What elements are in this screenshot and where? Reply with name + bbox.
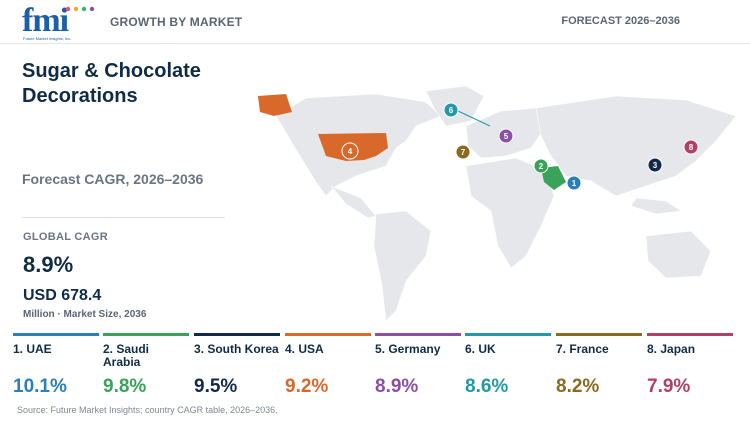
- card-accent-bar: [194, 333, 280, 336]
- country-card-uk[interactable]: 6. UK 8.6%: [465, 333, 551, 399]
- card-accent-bar: [647, 333, 733, 336]
- card-cagr-value: 9.5%: [194, 376, 238, 397]
- logo-subtext: Future Market Insights, Inc.: [23, 36, 72, 41]
- card-accent-bar: [375, 333, 461, 336]
- marker-france: 7: [455, 144, 471, 160]
- card-cagr-value: 10.1%: [13, 376, 67, 397]
- card-cagr-value: 9.2%: [285, 376, 329, 397]
- land-masses: [275, 86, 737, 322]
- logo-figures-icon: [65, 6, 95, 12]
- marker-germany: 5: [498, 128, 514, 144]
- marker-france-label: 7: [461, 148, 466, 157]
- header-bar: fmi Future Market Insights, Inc. GROWTH …: [0, 0, 750, 44]
- card-country-label: 5. Germany: [375, 342, 441, 356]
- marker-south-korea: 3: [647, 157, 663, 173]
- card-cagr-value: 7.9%: [647, 376, 691, 397]
- marker-saudi-arabia-label: 2: [539, 162, 544, 171]
- card-country-label: 2. Saudi Arabia: [103, 342, 150, 369]
- card-accent-bar: [13, 333, 99, 336]
- card-accent-bar: [465, 333, 551, 336]
- card-country-label: 4. USA: [285, 342, 324, 356]
- country-cards: 1. UAE 10.1% 2. Saudi Arabia 9.8% 3. Sou…: [13, 333, 750, 399]
- marker-uk-label: 6: [449, 106, 454, 115]
- country-card-france[interactable]: 7. France 8.2%: [556, 333, 642, 399]
- market-size-value: USD 678.4: [23, 287, 102, 304]
- card-country-label: 3. South Korea: [194, 342, 279, 356]
- card-country-label: 8. Japan: [647, 342, 696, 356]
- country-card-japan[interactable]: 8. Japan 7.9%: [647, 333, 733, 399]
- marker-usa-label: 4: [348, 147, 353, 156]
- card-cagr-value: 8.6%: [465, 376, 509, 397]
- marker-uk: 6: [443, 102, 459, 118]
- divider: [22, 217, 225, 218]
- marker-japan-label: 8: [689, 143, 694, 152]
- card-cagr-value: 8.9%: [375, 376, 419, 397]
- marker-germany-label: 5: [504, 132, 509, 141]
- map-markers: 4 6 5 7 2 1 3 8: [341, 102, 699, 191]
- country-card-germany[interactable]: 5. Germany 8.9%: [375, 333, 461, 399]
- country-card-south-korea[interactable]: 3. South Korea 9.5%: [194, 333, 280, 399]
- global-cagr-label: GLOBAL CAGR: [23, 231, 108, 243]
- alaska-highlight: [258, 94, 292, 116]
- card-accent-bar: [103, 333, 189, 336]
- global-cagr-value: 8.9%: [23, 252, 74, 277]
- card-accent-bar: [556, 333, 642, 336]
- logo-wordmark: fmi: [22, 2, 69, 39]
- uk-connector-line: [457, 110, 491, 127]
- country-card-usa[interactable]: 4. USA 9.2%: [285, 333, 371, 399]
- saudi-arabia-highlight: [541, 166, 566, 190]
- fmi-logo[interactable]: fmi Future Market Insights, Inc.: [22, 2, 95, 41]
- world-map: 4 6 5 7 2 1 3 8: [258, 86, 737, 322]
- marker-south-korea-label: 3: [653, 161, 658, 170]
- card-accent-bar: [285, 333, 371, 336]
- marker-uae: 1: [566, 175, 582, 191]
- card-cagr-value: 8.2%: [556, 376, 600, 397]
- card-cagr-value: 9.8%: [103, 376, 147, 397]
- country-card-saudi-arabia[interactable]: 2. Saudi Arabia 9.8%: [103, 333, 189, 399]
- card-country-label: 6. UK: [465, 342, 496, 356]
- marker-saudi-arabia: 2: [533, 158, 549, 174]
- growth-by-market-label: GROWTH BY MARKET: [110, 15, 243, 29]
- marker-usa: 4: [341, 142, 359, 160]
- card-country-label: 1. UAE: [13, 342, 52, 356]
- country-card-uae[interactable]: 1. UAE 10.1%: [13, 333, 99, 399]
- forecast-period-label: FORECAST 2026–2036: [561, 15, 680, 27]
- marker-uae-label: 1: [572, 179, 577, 188]
- page-title: Sugar & Chocolate Decorations: [22, 60, 201, 107]
- marker-japan: 8: [683, 139, 699, 155]
- market-size-note: Million · Market Size, 2036: [23, 309, 147, 320]
- card-country-label: 7. France: [556, 342, 609, 356]
- source-note: Source: Future Market Insights; country …: [17, 405, 278, 415]
- forecast-subtitle: Forecast CAGR, 2026–2036: [22, 171, 204, 187]
